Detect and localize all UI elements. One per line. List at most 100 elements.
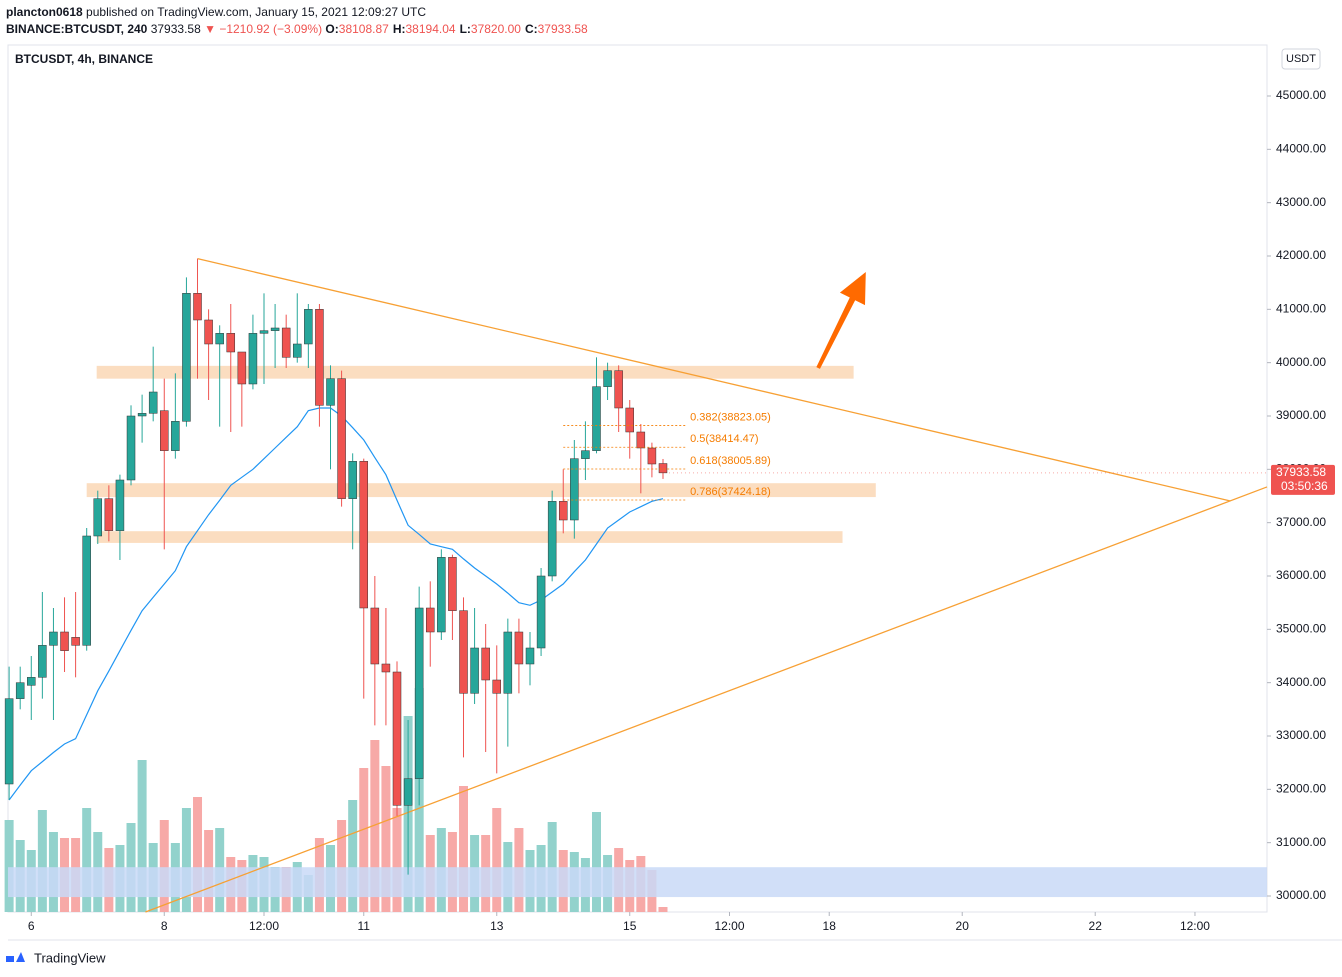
candle-body [403,778,413,806]
change: ▼ −1210.92 (−3.09%) [204,22,323,36]
y-tick-label: 41000.00 [1276,301,1326,315]
y-tick-label: 31000.00 [1276,835,1326,849]
volume-bar [181,808,191,912]
candle-body [570,458,579,521]
symbol: BINANCE:BTCUSDT, 240 [6,22,148,36]
x-tick-label: 15 [623,919,637,933]
x-tick-label: 8 [161,919,168,933]
candle-body [392,671,402,806]
y-tick-label: 33000.00 [1276,728,1326,742]
last-price-tag [1271,464,1335,495]
candle-body [636,431,646,449]
volume-bar [381,766,391,912]
candle-body [525,647,535,665]
candle-body [492,679,501,694]
price: 37933.58 [150,22,201,36]
user: plancton0618 [6,5,83,19]
y-tick-label: 36000.00 [1276,568,1326,582]
fib-label: 0.786(37424.18) [690,486,771,498]
candle-body [27,677,36,686]
candle-body [315,309,324,406]
logo-icon [6,952,25,962]
ohlc-key: H: [392,22,406,36]
chart-legend: BTCUSDT, 4h, BINANCE [15,52,153,66]
candle-body [115,479,125,531]
y-tick-label: 42000.00 [1276,248,1326,262]
volume-bar [359,768,369,912]
candle-body [359,461,369,609]
fib-label: 0.5(38414.47) [690,433,759,445]
zone [8,867,1267,898]
candle-body [71,637,80,646]
header: plancton0618 published on TradingView.co… [6,4,592,38]
volume-bar [337,820,347,912]
candle-body [93,498,103,537]
volume-bar [4,820,14,912]
x-tick-label: 12:00 [249,919,279,933]
volume-bar [82,808,92,912]
zone [96,531,843,543]
volume-bar [591,812,601,912]
candle-body [348,461,357,499]
y-tick-label: 39000.00 [1276,408,1326,422]
y-tick-label: 35000.00 [1276,622,1326,636]
volume-bar [392,808,402,912]
candle-body [414,607,424,779]
x-tick-label: 22 [1089,919,1103,933]
candle-body [215,333,224,345]
volume-bar [370,740,380,912]
candle-body [381,663,391,673]
candle-body [326,378,335,406]
ohlc: O:38108.87 H:38194.04 L:37820.00 C:37933.58 [325,22,591,36]
currency-button[interactable] [1281,48,1321,70]
candle-body [259,330,269,334]
x-tick-label: 20 [956,919,970,933]
x-tick-label: 12:00 [714,919,744,933]
y-tick-label: 44000.00 [1276,141,1326,155]
candle-body [126,415,136,481]
x-tick-label: 18 [823,919,837,933]
plot-frame [7,44,1268,913]
candle-body [137,413,147,417]
currency[interactable]: USDT [1286,53,1316,65]
x-tick-label: 12:00 [1180,919,1210,933]
logo [6,952,25,962]
ohlc-value: 37820.00 [470,22,521,36]
ohlc-key: L: [459,22,471,36]
moving-average [8,407,664,801]
candle-body [160,410,169,451]
candle-body [148,391,158,414]
candle-body [49,631,58,646]
volume-bar [547,822,557,912]
zone [96,365,854,379]
y-tick-label: 37000.00 [1276,515,1326,529]
candle-body [603,370,612,387]
candle-body [226,333,236,353]
y-tick-label: 40000.00 [1276,355,1326,369]
candle-body [614,370,623,409]
candle-body [426,607,435,633]
candle-body [182,293,191,422]
plot: 0.382(38823.05) 0.5(38414.47) 0.618(38005.… [4,258,1268,913]
zone [86,483,876,498]
trend-line [197,258,1231,502]
x-tick-label: 6 [28,919,35,933]
candle-body [248,333,258,385]
candle-body [370,607,380,665]
volume-bar [348,800,358,912]
ohlc-value: 38108.87 [338,22,389,36]
y-tick-label: 34000.00 [1276,675,1326,689]
candle-body [625,407,634,433]
header-line: BINANCE:BTCUSDT, 240 37933.58 ▼ −1210.92… [6,21,592,38]
candle-body [304,309,313,345]
fib-label: 0.382(38823.05) [690,411,771,423]
volume-bar [137,760,147,912]
y-tick-label: 32000.00 [1276,782,1326,796]
last-price-label: 37933.58 [1276,465,1326,479]
brand: TradingView [34,950,106,965]
countdown: 03:50:36 [1281,479,1328,493]
candle-body [204,319,213,345]
y-tick-label: 30000.00 [1276,888,1326,902]
candle-body [293,343,302,358]
